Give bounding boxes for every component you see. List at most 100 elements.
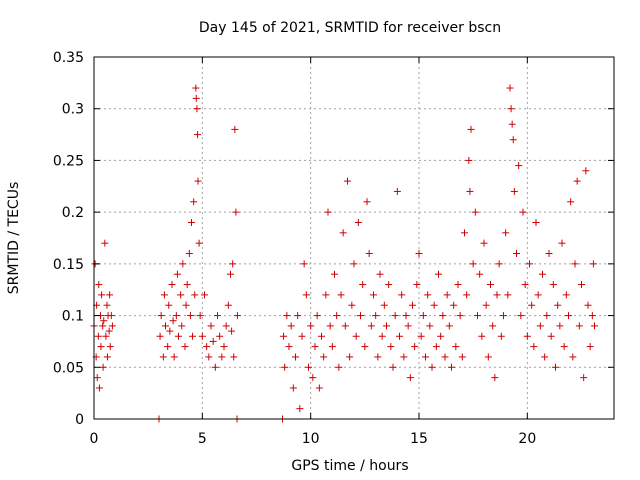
data-point <box>339 229 347 237</box>
data-point <box>224 301 232 309</box>
y-tick-label: 0 <box>75 412 84 428</box>
data-point <box>497 332 505 340</box>
data-point <box>536 322 544 330</box>
data-point <box>378 332 386 340</box>
data-point <box>231 125 239 133</box>
data-point <box>289 384 297 392</box>
data-point <box>400 353 408 361</box>
data-point <box>441 353 449 361</box>
data-point <box>558 239 566 247</box>
data-point <box>326 322 334 330</box>
data-point <box>526 260 533 268</box>
data-point <box>547 332 555 340</box>
data-point <box>569 353 577 361</box>
data-point <box>509 136 517 144</box>
data-point <box>107 312 115 320</box>
data-point <box>281 363 289 371</box>
y-tick-label: 0.15 <box>53 257 84 273</box>
data-point <box>198 332 206 340</box>
data-point <box>466 187 474 195</box>
data-point <box>313 312 321 320</box>
data-point <box>487 281 494 289</box>
data-point <box>588 312 596 320</box>
data-point <box>560 343 568 351</box>
data-point <box>302 291 310 299</box>
y-tick-label: 0.05 <box>53 360 84 376</box>
data-point <box>404 322 412 330</box>
data-point <box>311 343 319 351</box>
data-point <box>591 322 598 330</box>
data-point <box>530 343 538 351</box>
data-point <box>372 312 380 320</box>
data-point <box>480 239 488 247</box>
data-point <box>292 353 299 361</box>
x-tick-label: 0 <box>90 431 99 447</box>
data-point <box>300 260 308 268</box>
data-point <box>500 312 507 320</box>
data-point <box>216 332 224 340</box>
data-point <box>205 353 213 361</box>
data-point <box>504 291 512 299</box>
data-point <box>430 301 438 309</box>
data-point <box>383 322 390 330</box>
data-point <box>348 301 356 309</box>
data-point <box>228 327 236 335</box>
data-point <box>352 332 360 340</box>
data-point <box>103 301 111 309</box>
data-point <box>192 94 200 102</box>
data-point <box>396 332 403 340</box>
data-point <box>232 208 240 216</box>
data-point <box>95 384 103 392</box>
data-point <box>341 322 349 330</box>
data-point <box>307 322 315 330</box>
data-point <box>573 177 581 185</box>
data-point <box>476 270 484 278</box>
data-point <box>532 218 540 226</box>
data-point <box>513 250 520 258</box>
data-point <box>443 291 451 299</box>
data-point <box>402 312 410 320</box>
data-point <box>103 353 111 361</box>
data-point <box>335 363 343 371</box>
data-point <box>424 291 432 299</box>
data-point <box>100 317 108 325</box>
x-tick-label: 10 <box>302 431 320 447</box>
data-point <box>170 353 178 361</box>
data-point <box>105 327 113 335</box>
data-point <box>471 208 479 216</box>
data-point <box>188 218 195 226</box>
data-point <box>469 260 477 268</box>
data-point <box>324 208 332 216</box>
data-point <box>350 260 358 268</box>
data-point <box>164 343 172 351</box>
data-point <box>178 322 186 330</box>
data-point <box>515 162 523 170</box>
data-point <box>296 405 304 413</box>
data-point <box>93 374 101 382</box>
data-point <box>203 343 211 351</box>
data-point <box>222 322 230 330</box>
data-points <box>90 84 598 423</box>
data-point <box>586 343 594 351</box>
data-point <box>333 312 341 320</box>
data-point <box>165 301 173 309</box>
data-point <box>196 312 204 320</box>
data-point <box>465 156 473 164</box>
data-point <box>543 312 551 320</box>
data-point <box>458 353 466 361</box>
data-point <box>448 363 455 371</box>
data-point <box>166 327 174 335</box>
data-point <box>437 332 445 340</box>
data-point <box>413 281 421 289</box>
data-point <box>445 322 453 330</box>
data-point <box>474 312 481 320</box>
data-point <box>415 250 423 258</box>
data-point <box>489 322 497 330</box>
data-point <box>552 363 559 371</box>
data-point <box>545 250 553 258</box>
data-point <box>523 332 531 340</box>
data-point <box>102 332 110 340</box>
data-point <box>214 312 221 320</box>
data-point <box>157 312 165 320</box>
